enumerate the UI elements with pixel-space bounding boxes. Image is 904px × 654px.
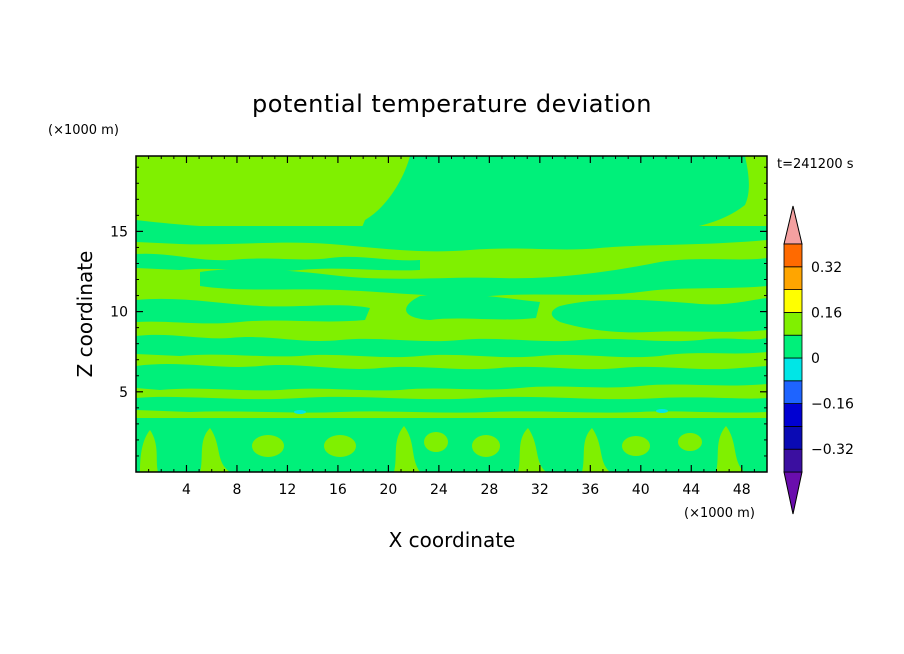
contour-region — [136, 226, 767, 252]
colorbar-label: 0.16 — [811, 305, 842, 321]
colorbar-band — [783, 243, 803, 268]
plot-area — [136, 156, 767, 472]
x-tick-label: 8 — [232, 482, 241, 498]
colorbar-label: −0.16 — [811, 397, 854, 413]
x-tick-label: 32 — [531, 482, 549, 498]
contour-region — [200, 258, 767, 297]
contour-region — [136, 364, 767, 391]
x-tick-label: 40 — [632, 482, 650, 498]
y-tick-label: 5 — [119, 385, 128, 401]
y-axis-ticks: 5 10 15 — [110, 166, 767, 457]
x-axis-ticks: 4 8 12 16 20 24 28 32 36 40 44 48 — [148, 156, 755, 498]
contour-region — [656, 409, 668, 413]
contour-region — [678, 433, 702, 451]
colorbar-label: −0.32 — [811, 442, 854, 458]
contour-region — [136, 418, 767, 472]
contour-region — [424, 432, 448, 452]
colorbar-band — [783, 266, 803, 290]
colorbar-band — [783, 334, 803, 359]
contour-region — [252, 435, 284, 457]
contour-region — [324, 435, 356, 457]
contour-region — [136, 396, 767, 413]
contour-region — [716, 426, 744, 472]
colorbar-band — [783, 448, 803, 473]
x-tick-label: 24 — [430, 482, 448, 498]
contour-region — [582, 428, 610, 472]
contour-region — [472, 435, 500, 457]
x-tick-label: 4 — [182, 482, 191, 498]
contour-region — [136, 253, 420, 272]
colorbar-band — [783, 289, 803, 313]
x-tick-label: 44 — [682, 482, 700, 498]
colorbar-band — [783, 380, 803, 404]
x-tick-label: 16 — [329, 482, 347, 498]
chart-title: potential temperature deviation — [252, 90, 652, 118]
time-label: t=241200 s — [777, 157, 854, 172]
contour-region — [136, 298, 370, 324]
contour-region — [140, 430, 158, 472]
x-axis-label: X coordinate — [389, 528, 516, 552]
y-tick-label: 10 — [110, 305, 128, 321]
contour-region — [394, 426, 420, 472]
y-axis-label: Z coordinate — [73, 251, 97, 378]
y-tick-label: 15 — [110, 224, 128, 240]
contour-region — [406, 293, 540, 320]
x-unit-label: (×1000 m) — [684, 506, 755, 521]
contour-region — [551, 298, 767, 333]
x-tick-label: 28 — [480, 482, 498, 498]
colorbar-label: 0.32 — [811, 260, 842, 276]
contour-region — [294, 410, 306, 414]
contour-region — [200, 428, 230, 472]
colorbar-extend-max — [783, 205, 803, 245]
colorbar-label: 0 — [811, 351, 820, 367]
contour-region — [360, 156, 749, 235]
x-tick-label: 12 — [279, 482, 297, 498]
contour-region — [622, 436, 650, 456]
contour-region — [518, 428, 546, 472]
contour-region — [136, 334, 767, 358]
colorbar: 0.32 0.16 0 −0.16 −0.32 — [783, 205, 854, 515]
y-unit-label: (×1000 m) — [48, 123, 119, 138]
x-tick-label: 48 — [733, 482, 751, 498]
colorbar-band — [783, 425, 803, 450]
x-tick-label: 20 — [379, 482, 397, 498]
colorbar-band — [783, 403, 803, 427]
colorbar-band — [783, 357, 803, 382]
colorbar-band — [783, 311, 803, 336]
colorbar-extend-min — [783, 471, 803, 515]
x-tick-label: 36 — [581, 482, 599, 498]
